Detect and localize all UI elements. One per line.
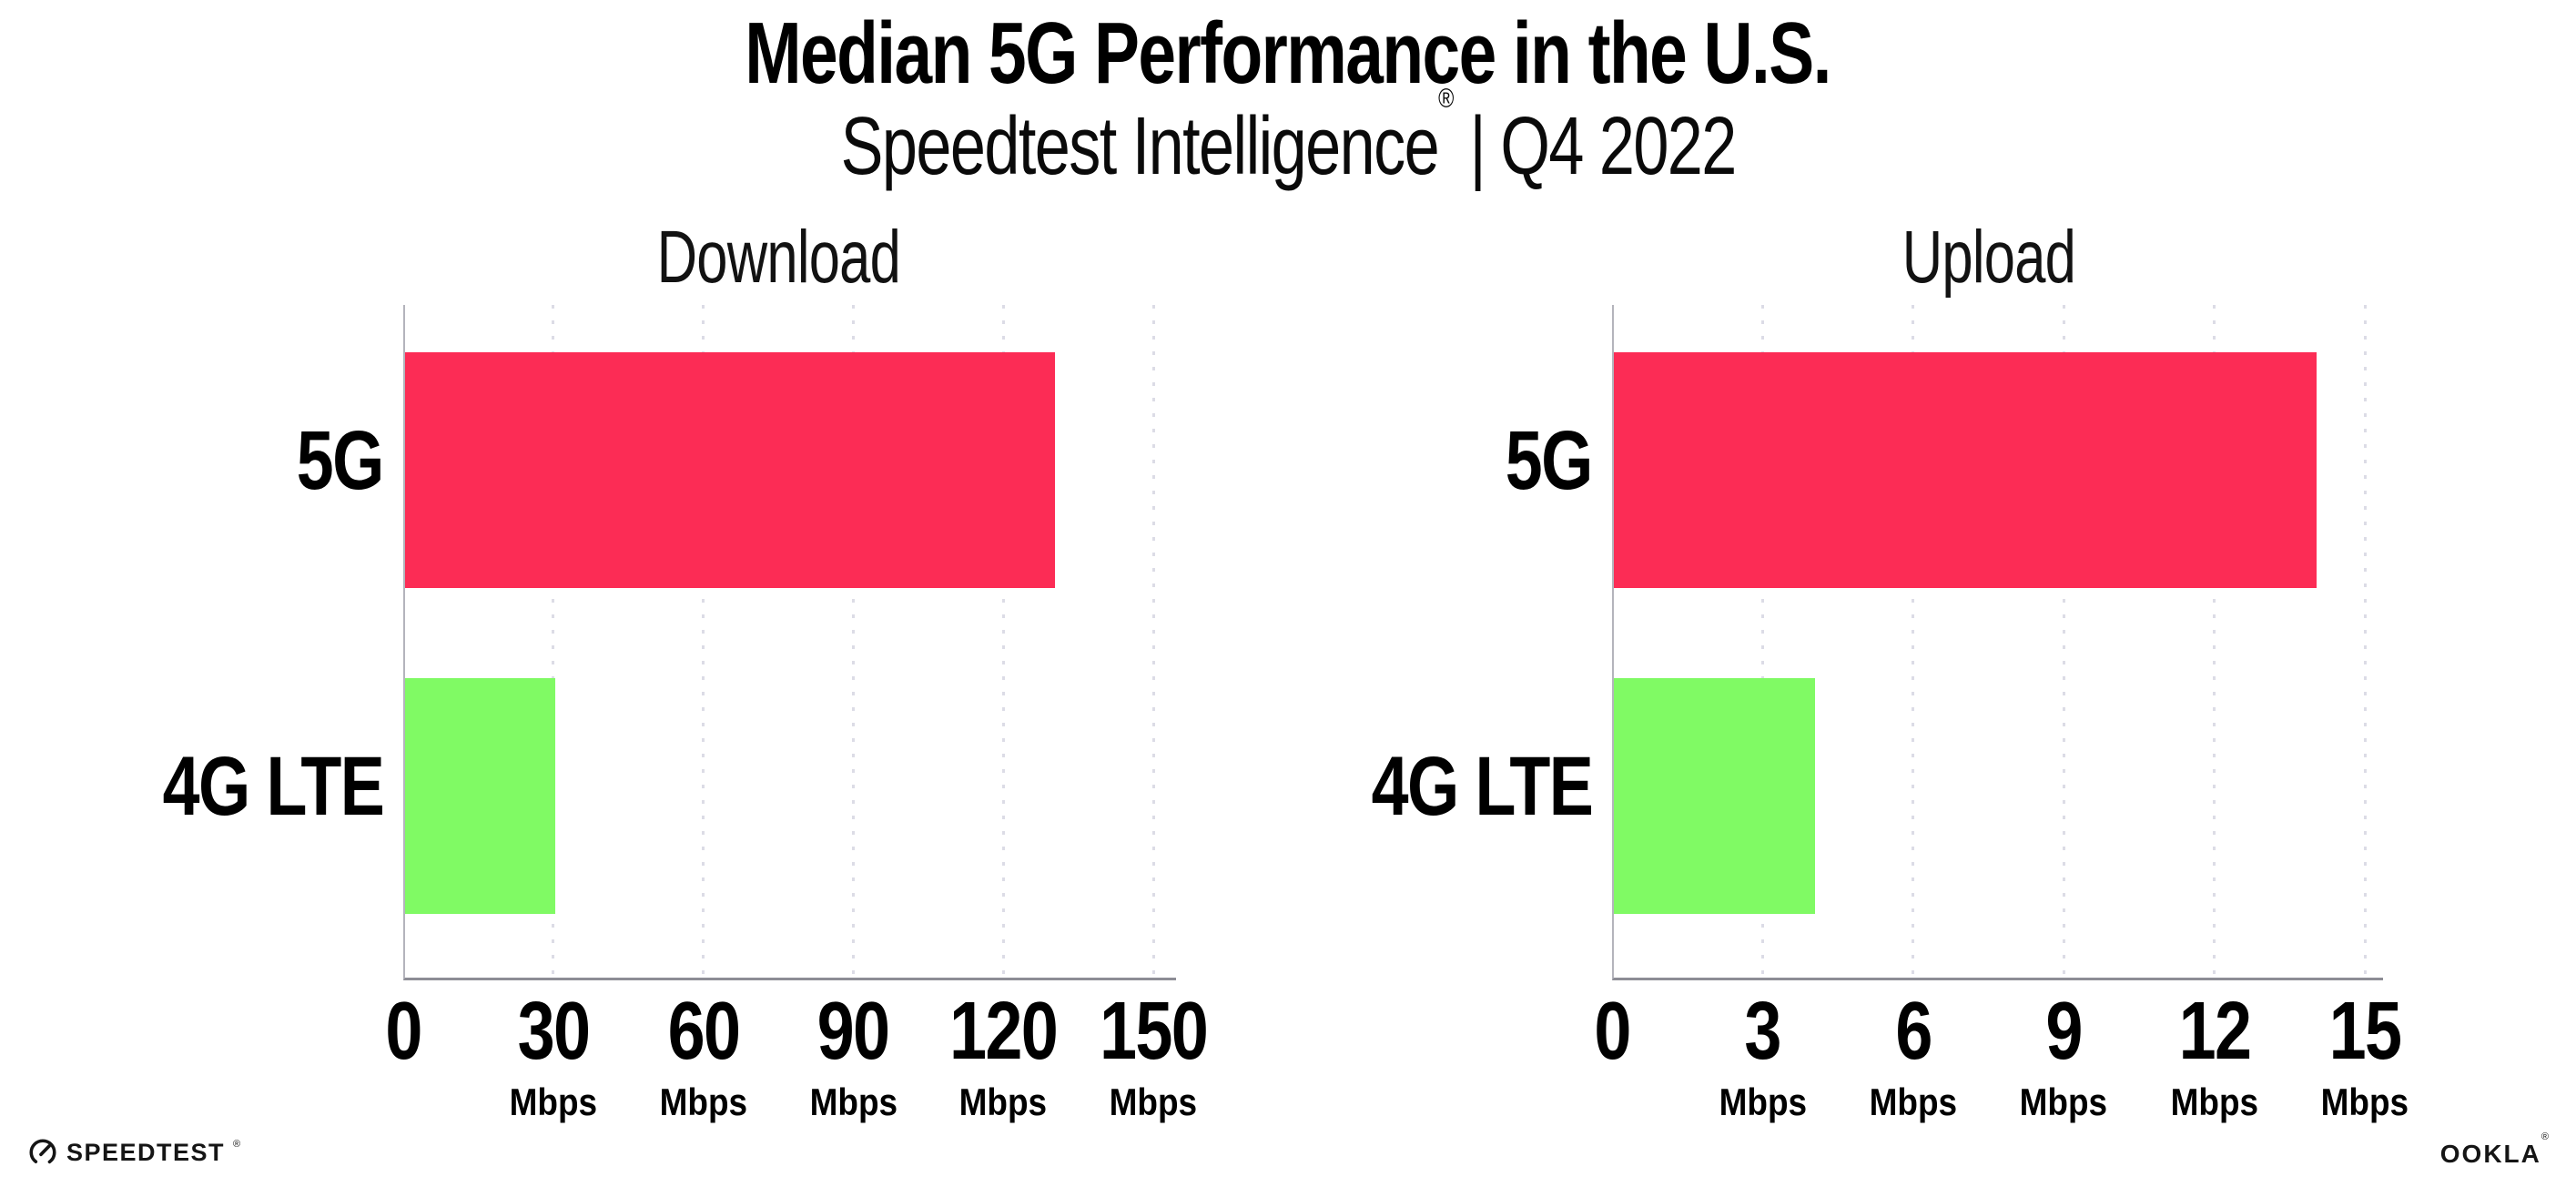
bar-5g-download xyxy=(405,351,1056,588)
subtitle-separator: | xyxy=(1469,101,1486,192)
speedtest-registered-mark: ® xyxy=(233,1139,241,1150)
bar-label-5g-upload: 5G xyxy=(1506,414,1594,507)
gridline-upload-6 xyxy=(1912,305,1915,978)
x-tick-value: 6 xyxy=(1895,986,1932,1077)
plot-area-upload xyxy=(1612,305,2383,980)
gridline-download-150 xyxy=(1151,305,1155,978)
gridline-download-60 xyxy=(702,305,705,978)
subtitle-product: Speedtest Intelligence xyxy=(840,101,1439,192)
x-tick-unit: Mbps xyxy=(2170,1080,2258,1123)
plot-area-download xyxy=(403,305,1176,980)
page-title-text: Median 5G Performance in the U.S. xyxy=(745,5,1832,102)
x-tick-value: 150 xyxy=(1099,986,1209,1077)
gridline-upload-9 xyxy=(2062,305,2065,978)
gridline-download-120 xyxy=(1001,305,1005,978)
x-tick-unit: Mbps xyxy=(1869,1080,1958,1123)
bar-4g-lte-download xyxy=(405,677,555,914)
bar-5g-upload xyxy=(1614,351,2317,588)
bar-4g-lte-upload xyxy=(1614,677,1815,914)
bar-label-5g-download: 5G xyxy=(297,414,385,507)
x-tick-download-60: 60 Mbps xyxy=(603,990,804,1121)
x-tick-unit: Mbps xyxy=(958,1080,1048,1123)
x-tick-unit: Mbps xyxy=(2019,1080,2108,1123)
x-tick-download-0: 0 xyxy=(303,990,503,1072)
x-tick-value: 0 xyxy=(1594,986,1631,1077)
page-subtitle: Speedtest Intelligence® | Q4 2022 xyxy=(0,84,2576,192)
x-tick-value: 12 xyxy=(2178,986,2251,1077)
speedtest-logo: SPEEDTEST ® xyxy=(27,1136,240,1169)
x-tick-value: 120 xyxy=(949,986,1059,1077)
x-tick-unit: Mbps xyxy=(2320,1080,2409,1123)
registered-mark-icon: ® xyxy=(1437,84,1455,114)
chart-title-download: Download xyxy=(656,216,900,299)
x-tick-value: 30 xyxy=(517,986,590,1077)
x-tick-upload-9: 9 Mbps xyxy=(1963,990,2164,1121)
gridline-download-90 xyxy=(851,305,855,978)
x-tick-value: 60 xyxy=(667,986,740,1077)
x-tick-unit: Mbps xyxy=(509,1080,598,1123)
speedtest-gauge-icon xyxy=(29,1139,56,1166)
x-tick-value: 0 xyxy=(385,986,422,1077)
gridline-upload-15 xyxy=(2363,305,2367,978)
x-tick-value: 3 xyxy=(1744,986,1782,1077)
x-tick-unit: Mbps xyxy=(1109,1080,1198,1123)
gridline-download-30 xyxy=(552,305,555,978)
x-tick-unit: Mbps xyxy=(809,1080,898,1123)
x-tick-upload-3: 3 Mbps xyxy=(1662,990,1862,1121)
subtitle-period: Q4 2022 xyxy=(1500,101,1737,192)
x-tick-upload-0: 0 xyxy=(1512,990,1712,1072)
x-tick-unit: Mbps xyxy=(659,1080,747,1123)
x-tick-download-30: 30 Mbps xyxy=(453,990,654,1121)
bar-label-4g-lte-download: 4G LTE xyxy=(162,740,384,833)
speedtest-wordmark: SPEEDTEST xyxy=(66,1138,226,1166)
x-tick-download-150: 150 Mbps xyxy=(1053,990,1253,1121)
ookla-logo: OOKLA ® xyxy=(2439,1131,2549,1169)
x-tick-value: 9 xyxy=(2045,986,2083,1077)
x-tick-upload-12: 12 Mbps xyxy=(2115,990,2315,1121)
x-tick-upload-6: 6 Mbps xyxy=(1813,990,2013,1121)
x-tick-download-120: 120 Mbps xyxy=(903,990,1103,1121)
x-tick-value: 15 xyxy=(2328,986,2402,1077)
x-tick-unit: Mbps xyxy=(1719,1080,1807,1123)
gridline-upload-12 xyxy=(2213,305,2216,978)
chart-title-upload: Upload xyxy=(1902,216,2075,299)
page-title: Median 5G Performance in the U.S. xyxy=(0,5,2576,102)
x-tick-upload-15: 15 Mbps xyxy=(2265,990,2465,1121)
ookla-registered-mark: ® xyxy=(2541,1131,2549,1142)
x-tick-download-90: 90 Mbps xyxy=(753,990,953,1121)
ookla-wordmark: OOKLA xyxy=(2439,1140,2541,1168)
x-tick-value: 90 xyxy=(816,986,890,1077)
gridline-upload-3 xyxy=(1760,305,1764,978)
bar-label-4g-lte-upload: 4G LTE xyxy=(1371,740,1593,833)
